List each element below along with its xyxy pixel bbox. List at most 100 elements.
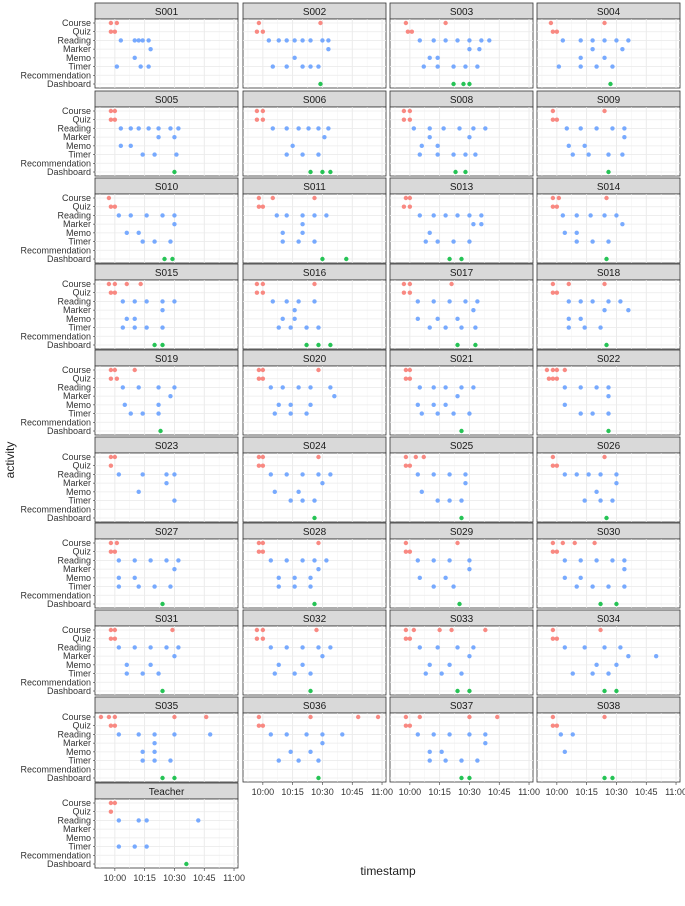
data-point (423, 671, 428, 676)
data-point (328, 472, 333, 477)
data-point (407, 204, 413, 209)
y-tick-label: Course (62, 798, 91, 808)
facet-title: S025 (450, 441, 474, 452)
data-point (270, 126, 275, 131)
data-point (316, 367, 321, 373)
y-tick-label: Dashboard (47, 599, 91, 609)
data-point (578, 299, 583, 304)
facet-title: S026 (597, 441, 621, 452)
data-point (260, 108, 266, 114)
data-point (590, 299, 595, 304)
data-point (156, 126, 161, 131)
data-point (435, 645, 440, 650)
data-point (132, 645, 137, 650)
y-tick-label: Timer (68, 842, 91, 852)
data-point (288, 402, 293, 408)
data-point (292, 575, 297, 581)
data-point (172, 498, 177, 503)
data-point (401, 204, 407, 209)
data-point (340, 732, 345, 737)
data-point (403, 540, 409, 546)
data-point (443, 325, 448, 330)
data-point (602, 38, 607, 43)
x-tick-label: 10:15 (133, 873, 156, 883)
y-tick-label: Course (62, 18, 91, 28)
data-point (144, 325, 149, 330)
data-point (120, 325, 126, 330)
facet-panel (536, 279, 681, 350)
y-tick-label: Dashboard (47, 254, 91, 264)
y-tick-label: Timer (68, 669, 91, 679)
facet-panel (242, 193, 387, 264)
y-tick-label: Marker (63, 305, 91, 315)
data-point (160, 775, 165, 781)
data-point (324, 558, 329, 563)
data-point (306, 126, 311, 131)
data-point (296, 758, 301, 763)
data-point (419, 411, 424, 416)
data-point (312, 281, 317, 287)
y-tick-label: Reading (57, 469, 91, 479)
data-point (260, 204, 266, 209)
data-point (554, 549, 560, 554)
data-point (417, 714, 422, 720)
data-point (467, 38, 472, 43)
data-point (586, 472, 591, 477)
data-point (272, 489, 277, 495)
data-point (124, 671, 129, 676)
data-point (423, 239, 428, 244)
data-point (435, 411, 440, 416)
data-point (124, 230, 129, 236)
data-point (467, 134, 472, 140)
data-point (176, 126, 181, 131)
data-point (316, 775, 321, 781)
data-point (459, 671, 464, 676)
data-point (602, 55, 607, 61)
data-point (554, 117, 560, 122)
y-tick-label: Dashboard (47, 686, 91, 696)
data-point (260, 29, 266, 34)
data-point (128, 126, 133, 131)
data-point (556, 64, 562, 69)
data-point (620, 221, 625, 227)
data-point (467, 213, 472, 218)
data-point (602, 307, 607, 313)
y-tick-label: Marker (63, 738, 91, 748)
x-tick-label: 10:30 (605, 787, 628, 797)
data-point (606, 169, 611, 175)
data-point (156, 671, 161, 676)
data-point (606, 671, 611, 676)
facet-title: S014 (597, 182, 621, 193)
data-point (260, 281, 266, 287)
y-tick-label: Memo (66, 400, 91, 410)
data-point (606, 385, 611, 390)
data-point (328, 342, 333, 348)
data-point (300, 213, 305, 218)
facet-title: S024 (303, 441, 327, 452)
data-point (108, 809, 114, 814)
data-point (108, 117, 114, 122)
y-tick-label: Recommendation (20, 158, 91, 168)
data-point (443, 385, 448, 390)
data-point (582, 645, 587, 650)
data-point (148, 645, 153, 650)
data-point (602, 775, 607, 781)
y-tick-label: Memo (66, 747, 91, 757)
data-point (300, 221, 305, 227)
data-point (598, 325, 603, 330)
data-point (266, 38, 272, 43)
data-point (108, 549, 114, 554)
data-point (554, 636, 560, 641)
data-point (443, 38, 448, 43)
data-point (411, 627, 417, 633)
facet-panel (94, 625, 239, 696)
data-point (260, 454, 266, 460)
data-point (160, 307, 165, 313)
data-point (403, 454, 409, 460)
facet-title: S022 (597, 354, 621, 365)
y-tick-label: Dashboard (47, 773, 91, 783)
y-tick-label: Recommendation (20, 70, 91, 80)
data-point (415, 299, 421, 304)
data-point (254, 290, 260, 295)
facet-panel (389, 365, 534, 436)
